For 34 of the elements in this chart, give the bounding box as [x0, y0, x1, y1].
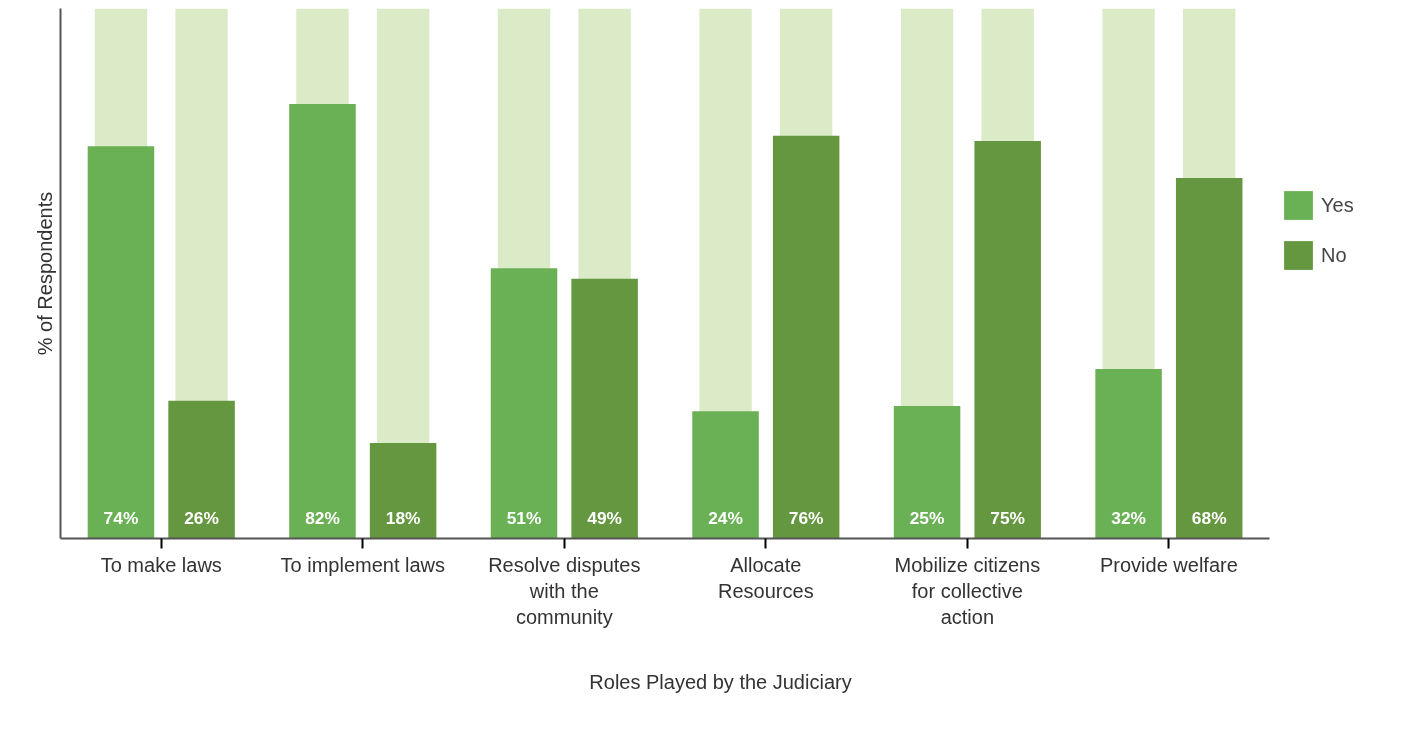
data-label: 49% [587, 507, 622, 528]
data-label: 82% [305, 507, 340, 528]
x-tick-label: To make laws [100, 553, 222, 576]
bar [974, 141, 1041, 539]
x-tick-label: Resolve disputes with the community [488, 553, 641, 629]
data-label: 32% [1111, 507, 1146, 528]
bar [893, 406, 961, 539]
data-label: 25% [909, 507, 945, 528]
x-tick-label: Mobilize citizens for collective action [894, 553, 1041, 629]
bar [571, 278, 638, 539]
data-label: 51% [506, 507, 542, 528]
data-label: 76% [788, 507, 824, 528]
bar [369, 443, 437, 539]
bar [87, 146, 155, 539]
data-label: 75% [990, 507, 1026, 528]
bar [168, 400, 235, 539]
data-label: 26% [184, 507, 219, 528]
data-label: 24% [708, 507, 743, 528]
bar [1175, 178, 1243, 539]
bar [692, 411, 759, 539]
x-tick-label: To implement laws [280, 553, 446, 576]
y-axis-title: % of Respondents [33, 191, 56, 356]
legend-label: Yes [1321, 193, 1354, 217]
bar [490, 268, 558, 539]
data-label: 18% [385, 507, 421, 528]
bar [772, 135, 840, 539]
x-tick-label: Allocate Resources [718, 553, 814, 602]
x-tick-label: Provide welfare [1099, 553, 1238, 576]
legend-label: No [1321, 243, 1347, 267]
bar [289, 103, 356, 539]
data-label: 74% [103, 507, 139, 528]
x-axis-title: Roles Played by the Judiciary [589, 671, 852, 694]
data-label: 68% [1191, 507, 1227, 528]
bar [1095, 368, 1162, 539]
